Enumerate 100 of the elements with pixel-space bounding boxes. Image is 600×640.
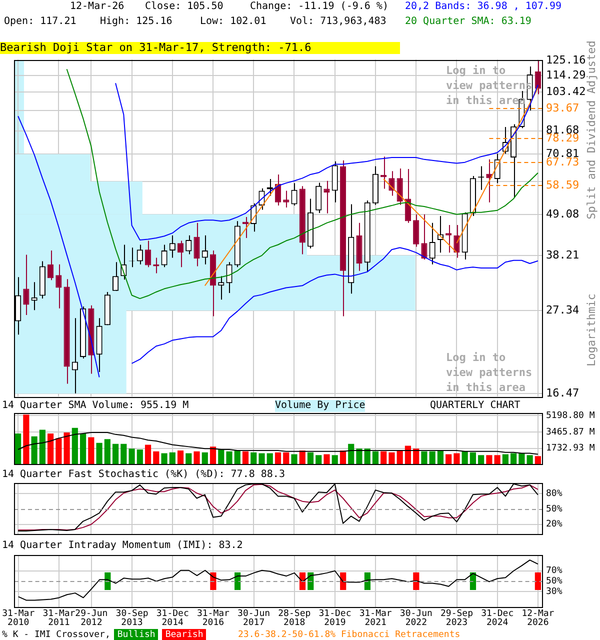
bar	[388, 452, 395, 465]
bar	[283, 452, 290, 465]
x-tick-label: 30-Sep 2013	[116, 608, 148, 628]
legend-title: % K - IMI Crossover,	[2, 629, 110, 640]
x-tick-label: 31-Mar 2016	[196, 608, 230, 628]
y-tick-label: 103.42	[546, 84, 586, 98]
bar	[112, 444, 119, 465]
text: Volume By Price	[275, 400, 366, 412]
bar	[218, 450, 224, 465]
candlestick	[23, 254, 30, 316]
bar	[534, 456, 541, 465]
candlestick	[421, 214, 428, 260]
bar	[242, 451, 249, 465]
text: Open: 117.21	[4, 16, 76, 28]
y-tick-label: 16.47	[546, 386, 580, 400]
y-tick-label: 50%	[546, 504, 563, 514]
text: 23.6-38.2-50-61.8% Fibonacci Retracements	[238, 629, 460, 640]
y-tick-label: 49.08	[546, 207, 580, 220]
bar	[494, 455, 500, 465]
bar	[266, 453, 273, 465]
bar	[80, 433, 86, 465]
bar	[194, 451, 200, 465]
x-tick-label: 31-Dec 2014	[156, 608, 189, 628]
bar	[502, 454, 508, 465]
bar	[153, 451, 160, 465]
bar	[104, 439, 110, 465]
bar	[307, 452, 314, 465]
bar	[128, 448, 135, 465]
candlestick	[316, 182, 322, 214]
text: Bullish	[114, 629, 158, 640]
bar	[226, 451, 232, 465]
text: Logarithmic	[585, 294, 598, 366]
bar	[169, 452, 176, 465]
x-tick-label: 28-Sep 2018	[278, 608, 311, 628]
text: 20 Quarter SMA: 63.19	[405, 16, 532, 28]
y-tick-label: 27.34	[546, 303, 580, 316]
bar	[144, 444, 152, 465]
y-tick-label: 70%	[546, 566, 563, 576]
bar	[15, 433, 22, 465]
y-tick-label: 5198.80 M	[546, 410, 596, 421]
x-tick-label: 12-Mar 2026	[522, 608, 555, 628]
candlestick	[413, 214, 420, 248]
chart-title: 14 Quarter Fast Stochastic (%K) (%D): 77.8 88.3	[2, 469, 285, 481]
candlestick	[396, 168, 403, 206]
bar	[348, 444, 354, 465]
candlestick	[218, 276, 224, 300]
bar	[324, 454, 330, 465]
bar	[429, 451, 436, 465]
bar	[437, 450, 444, 465]
bar	[120, 444, 127, 465]
bar	[421, 451, 428, 465]
bar	[64, 432, 70, 465]
bar	[136, 450, 143, 465]
bar	[470, 452, 476, 465]
bar	[454, 453, 460, 465]
bar	[56, 438, 62, 465]
bar	[396, 450, 403, 465]
y-tick-label: 125.16	[546, 54, 586, 67]
y-tick-label: 30%	[546, 586, 563, 597]
candlestick	[332, 160, 338, 203]
candlestick	[136, 244, 143, 265]
x-tick-label: 29-Sep 2023	[440, 608, 474, 628]
bar	[234, 450, 240, 465]
bar	[177, 450, 184, 465]
bar	[380, 451, 387, 465]
y-tick-label: 114.29	[546, 68, 586, 82]
chart-title: Bearish Doji Star on 31-Mar-17, Strength: -71.6	[0, 41, 400, 54]
bar	[72, 428, 78, 465]
text: 20,2 Bands: 36.98 , 107.99	[405, 1, 562, 13]
bar	[31, 436, 38, 465]
y-tick-label: 80%	[546, 488, 563, 499]
bar	[486, 455, 492, 465]
candlestick	[446, 224, 452, 254]
candlestick	[48, 250, 54, 281]
bar	[372, 451, 379, 465]
candlestick	[226, 262, 232, 294]
x-tick-label: 31-Mar 2010	[2, 608, 36, 628]
bar	[462, 451, 468, 465]
chart-title: 14 Quarter SMA Volume: 955.19 M	[2, 400, 189, 412]
text: QUARTERLY CHART	[430, 400, 520, 412]
y-tick-label: 3465.87 M	[546, 427, 596, 438]
candlestick	[72, 318, 78, 394]
bar	[186, 453, 192, 465]
candlestick	[161, 244, 168, 268]
y-tick-label: 38.21	[546, 248, 580, 262]
ref-line-label: 93.67	[546, 101, 580, 114]
x-tick-label: 30-Jun 2022	[400, 608, 432, 628]
x-tick-label: 29-Jun 2012	[75, 608, 108, 628]
bar	[404, 446, 412, 465]
candlestick	[202, 234, 208, 265]
text: Close: 105.50	[145, 1, 224, 13]
text: Bearish	[162, 629, 206, 640]
candlestick	[144, 240, 152, 268]
candlestick	[31, 282, 38, 311]
candlestick	[112, 262, 119, 292]
bar	[23, 414, 30, 465]
candlestick	[291, 182, 298, 206]
y-axis-title: Split and Dividend Adjusted	[585, 40, 598, 220]
y-tick-label: 20%	[546, 520, 563, 530]
bar	[258, 453, 265, 465]
